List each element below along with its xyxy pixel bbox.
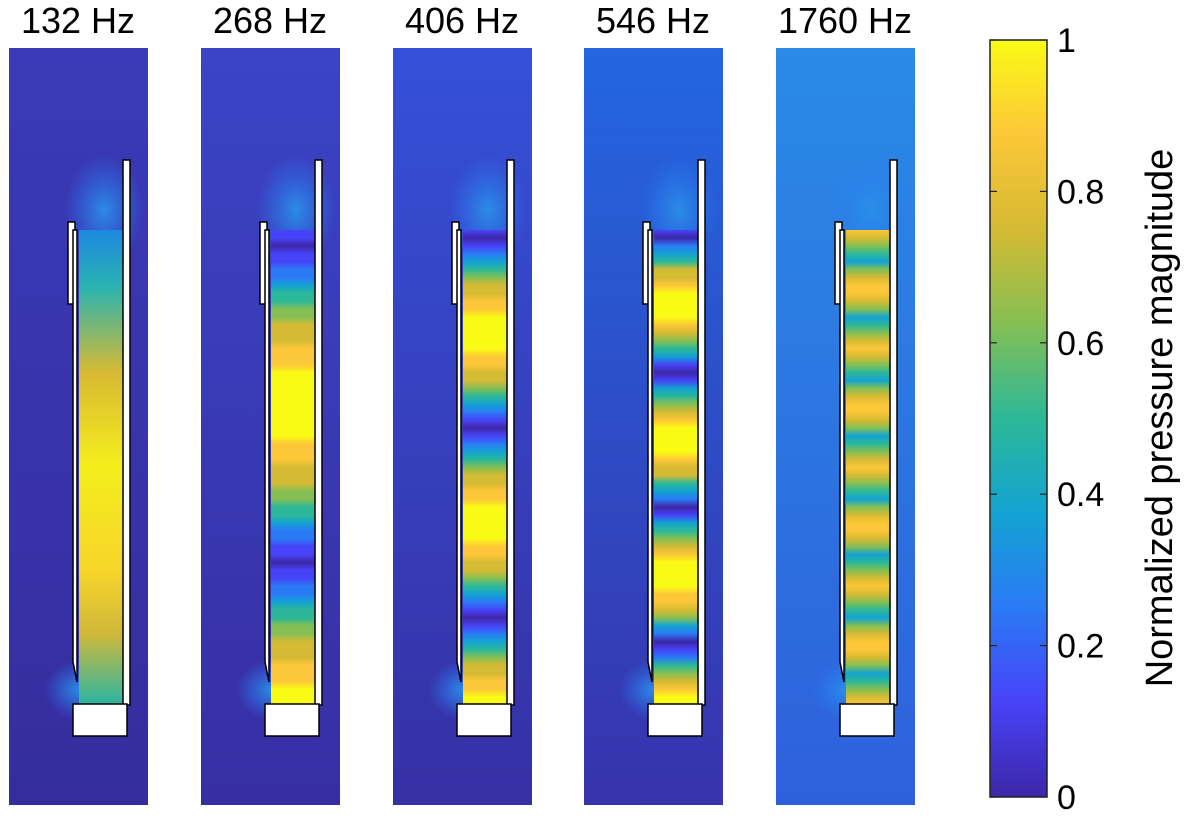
tube-front-wall bbox=[72, 229, 78, 683]
tube-back-wall bbox=[122, 159, 131, 706]
panel-title-3: 406 Hz bbox=[405, 0, 519, 41]
tube-base-block bbox=[264, 703, 320, 737]
colorbar-label: Normalized pressure magnitude bbox=[1139, 149, 1181, 688]
tube-back-wall bbox=[314, 159, 323, 706]
colorbar-tick-label: 0.4 bbox=[1057, 476, 1104, 514]
tube-base-block bbox=[72, 703, 128, 737]
tube-back-wall bbox=[506, 159, 515, 706]
field-panel bbox=[9, 48, 148, 805]
field-panel bbox=[584, 48, 723, 805]
panel-title-2: 268 Hz bbox=[213, 0, 327, 41]
colorbar-gradient bbox=[989, 39, 1048, 798]
pressure-panels bbox=[9, 48, 915, 805]
tube-field bbox=[654, 230, 702, 705]
colorbar-tick-label: 0.2 bbox=[1057, 628, 1104, 666]
tube-field bbox=[846, 230, 894, 705]
field-panel bbox=[393, 48, 532, 805]
tube-base-block bbox=[456, 703, 512, 737]
colorbar-tick-label: 0.6 bbox=[1057, 325, 1104, 363]
field-panel bbox=[776, 48, 915, 805]
panel-title-5: 1760 Hz bbox=[778, 0, 912, 41]
tube-field bbox=[271, 230, 319, 705]
panel-title-1: 132 Hz bbox=[21, 0, 135, 41]
tube-back-wall bbox=[889, 159, 898, 706]
colorbar-tick-label: 1 bbox=[1057, 22, 1076, 60]
colorbar-tick-label: 0 bbox=[1057, 779, 1076, 817]
tube-field bbox=[79, 230, 127, 705]
colorbar-ticks: 0 0.2 0.4 0.6 0.8 1 bbox=[990, 22, 1104, 817]
colorbar-tick-label: 0.8 bbox=[1057, 173, 1104, 211]
colorbar: 0 0.2 0.4 0.6 0.8 1 Normalized pressure magni… bbox=[989, 22, 1181, 817]
field-panel bbox=[201, 48, 340, 805]
panel-title-4: 546 Hz bbox=[596, 0, 710, 41]
tube-field bbox=[463, 230, 511, 705]
tube-front-wall bbox=[839, 229, 845, 683]
tube-base-block bbox=[647, 703, 703, 737]
tube-front-wall bbox=[647, 229, 653, 683]
tube-front-wall bbox=[456, 229, 462, 683]
tube-front-wall bbox=[264, 229, 270, 683]
tube-back-wall bbox=[697, 159, 706, 706]
tube-base-block bbox=[839, 703, 895, 737]
